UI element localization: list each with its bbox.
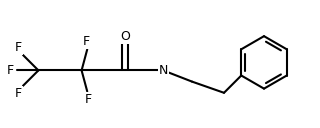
Text: F: F	[84, 93, 92, 106]
Text: N: N	[158, 64, 168, 77]
Text: O: O	[120, 30, 130, 42]
Text: F: F	[82, 35, 90, 48]
Text: F: F	[15, 87, 22, 100]
Text: F: F	[15, 41, 22, 54]
Text: F: F	[7, 64, 14, 77]
